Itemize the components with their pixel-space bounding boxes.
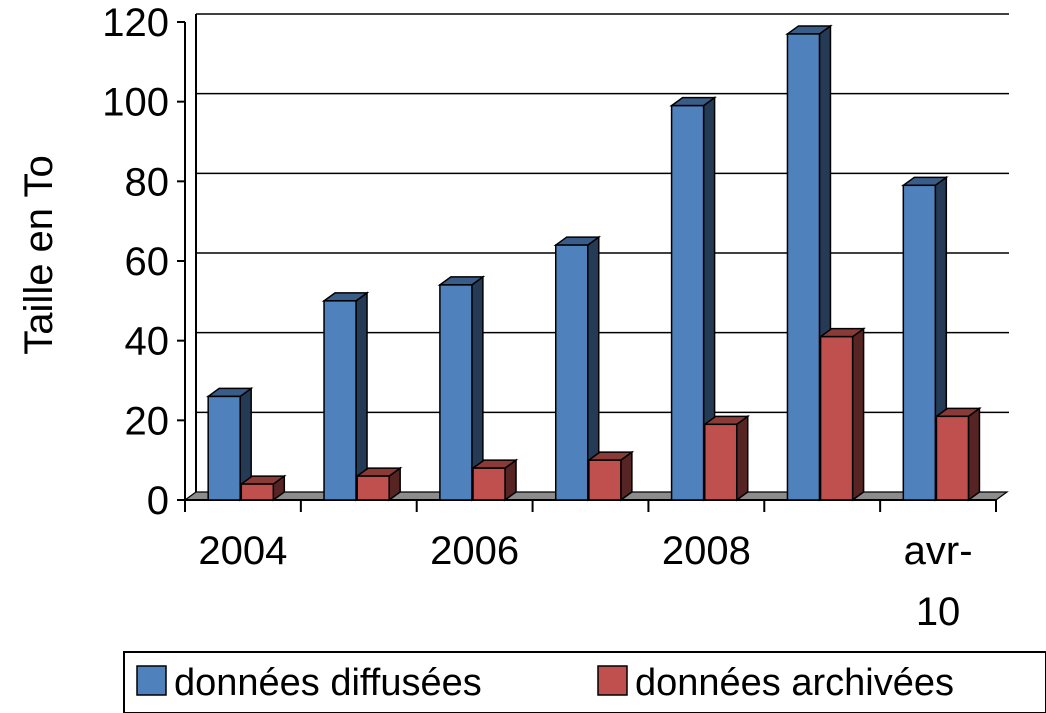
bar-donnees-diffusees-2008 <box>669 96 717 502</box>
legend-swatch-donnees-diffusees <box>136 665 167 696</box>
y-tick-label: 120 <box>102 1 169 45</box>
y-tick-label: 0 <box>147 479 169 523</box>
bar-donnees-diffusees-2004 <box>205 386 254 502</box>
legend-label-donnees-archivees: données archivées <box>635 662 954 704</box>
gridlines <box>196 13 1009 414</box>
x-tick-label: 2008 <box>662 529 751 573</box>
y-tick-label: 80 <box>125 160 170 204</box>
x-tick-label: 2004 <box>198 529 287 573</box>
x-tick-labels: 2004 2006 2008 avr-10 <box>198 529 972 634</box>
bar-donnees-archivees-2004 <box>239 474 287 502</box>
legend-label-donnees-diffusees: données diffusées <box>174 662 482 704</box>
y-tick-label: 60 <box>125 240 170 284</box>
x-tick-label: avr-10 <box>904 529 973 634</box>
bar-donnees-archivees-2006 <box>470 458 519 502</box>
bar-donnees-archivees-2005 <box>354 466 403 502</box>
bar-donnees-archivees-avr-10 <box>934 406 982 502</box>
y-tick-labels: 0 20 40 60 80 100 120 <box>102 1 169 523</box>
bar-donnees-archivees-2009 <box>818 327 866 502</box>
bar-donnees-diffusees-2006 <box>437 275 486 502</box>
bar-donnees-diffusees-avr-10 <box>901 175 949 502</box>
legend-swatch-donnees-archivees <box>597 665 628 696</box>
y-axis-label: Taille en To <box>17 155 61 354</box>
bar-donnees-archivees-2008 <box>702 414 751 502</box>
y-tick-label: 40 <box>125 320 170 364</box>
bars <box>205 24 982 502</box>
bar-donnees-diffusees-2007 <box>553 235 602 502</box>
bar-donnees-archivees-2007 <box>586 450 635 502</box>
bar-donnees-diffusees-2005 <box>321 291 370 502</box>
y-tick-label: 20 <box>125 399 170 443</box>
y-tick-label: 100 <box>102 81 169 125</box>
legend-box <box>123 651 1046 713</box>
legend: données diffusées données archivées <box>123 651 1046 713</box>
x-tick-label: 2006 <box>430 529 519 573</box>
